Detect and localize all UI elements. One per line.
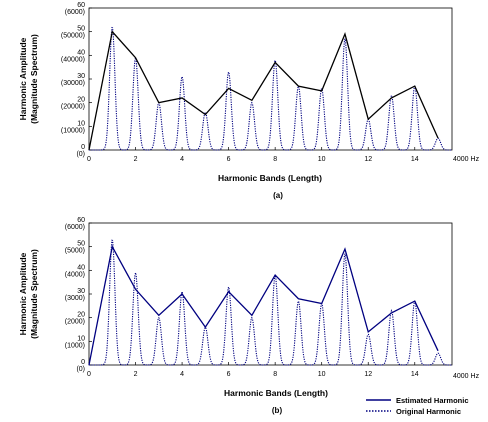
chart-panel-b: 0(0)10(1000)20(2000)30(3000)40(4000)50(5…	[18, 217, 480, 415]
y-tick-label: 20	[77, 312, 85, 319]
y-tick-label: 0	[81, 144, 85, 151]
panel-label-a: (a)	[273, 191, 283, 200]
x-tick-label: 0	[87, 156, 91, 163]
series-line-estimated	[88, 30, 439, 151]
x-axis-title-b: Harmonic Bands (Length)	[224, 388, 328, 398]
x-tick-label: 4	[180, 371, 184, 378]
y-tick-label-secondary: (3000)	[65, 295, 85, 302]
y-tick-label: 10	[77, 120, 85, 127]
x-tick-label: 10	[318, 156, 326, 163]
x-axis-ticks-a: 0 2 4 6 8 10 12 14	[87, 147, 419, 163]
series-line-original	[89, 26, 452, 151]
x-tick-label: 10	[318, 371, 326, 378]
x-tick-label: 14	[411, 371, 419, 378]
x-tick-label: 2	[134, 156, 138, 163]
x-tick-label: 12	[364, 156, 372, 163]
y-tick-label-secondary: (5000)	[65, 248, 85, 255]
legend: Estimated Harmonic Original Harmonic	[366, 396, 469, 416]
y-tick-label-secondary: (1000)	[65, 342, 85, 349]
y-tick-label-secondary: (4000)	[65, 271, 85, 278]
x-tick-label: 8	[273, 371, 277, 378]
y-axis-title-a: Harmonic Amplitude	[18, 37, 28, 120]
x-tick-label: 4	[180, 156, 184, 163]
y-axis-title-b: Harmonic Amplitude	[18, 252, 28, 335]
panel-label-b: (b)	[272, 406, 283, 415]
y-tick-label-secondary: (6000)	[65, 224, 85, 231]
y-tick-label: 40	[77, 49, 85, 56]
x-axis-title-a: Harmonic Bands (Length)	[218, 173, 322, 183]
y-tick-label-secondary: (10000)	[61, 127, 85, 134]
y-tick-label-secondary: (20000)	[61, 104, 85, 111]
y-tick-label-secondary: (50000)	[61, 33, 85, 40]
y-tick-label: 60	[77, 2, 85, 9]
x-tick-label: 0	[87, 371, 91, 378]
series-group-a	[88, 26, 452, 151]
y-tick-label-secondary: (40000)	[61, 56, 85, 63]
y-axis-subtitle-a: (Magnitude Spectrum)	[29, 34, 39, 124]
y-tick-label: 30	[77, 73, 85, 80]
y-tick-label: 50	[77, 241, 85, 248]
y-tick-label-secondary: (0)	[76, 366, 85, 373]
x-axis-end-label-a: 4000 Hz	[453, 156, 480, 163]
y-tick-label-secondary: (0)	[76, 151, 85, 158]
legend-label-original: Original Harmonic	[396, 407, 461, 416]
x-axis-end-label-b: 4000 Hz	[453, 373, 480, 380]
x-tick-label: 6	[227, 156, 231, 163]
x-tick-label: 6	[227, 371, 231, 378]
legend-label-estimated: Estimated Harmonic	[396, 396, 469, 405]
y-tick-label-secondary: (2000)	[65, 319, 85, 326]
y-axis-ticks-a: 0(0) 10(10000) 20(20000) 30(30000) 40(40000)…	[61, 2, 92, 158]
y-axis-subtitle-b: (Magnitude Spectrum)	[29, 249, 39, 339]
y-tick-label: 10	[77, 335, 85, 342]
x-tick-label: 12	[364, 371, 372, 378]
y-tick-label: 40	[77, 264, 85, 271]
y-axis-ticks-b: 0(0) 10(1000) 20(2000) 30(3000) 40(4000) 50(5…	[65, 217, 92, 373]
y-tick-label-secondary: (30000)	[61, 80, 85, 87]
y-tick-label: 60	[77, 217, 85, 224]
y-tick-label: 20	[77, 97, 85, 104]
y-tick-label: 30	[77, 288, 85, 295]
x-axis-ticks-b: 0 2 4 6 8 10 12 14	[87, 362, 419, 378]
chart-panel-a: 0(0)10(10000)20(20000)30(30000)40(40000)…	[18, 2, 480, 200]
y-tick-label: 0	[81, 359, 85, 366]
series-line-estimated	[88, 244, 439, 366]
x-tick-label: 2	[134, 371, 138, 378]
series-group-b	[88, 239, 452, 366]
x-tick-label: 14	[411, 156, 419, 163]
x-tick-label: 8	[273, 156, 277, 163]
y-tick-label: 50	[77, 26, 85, 33]
series-line-original	[89, 239, 452, 366]
y-tick-label-secondary: (6000)	[65, 9, 85, 16]
